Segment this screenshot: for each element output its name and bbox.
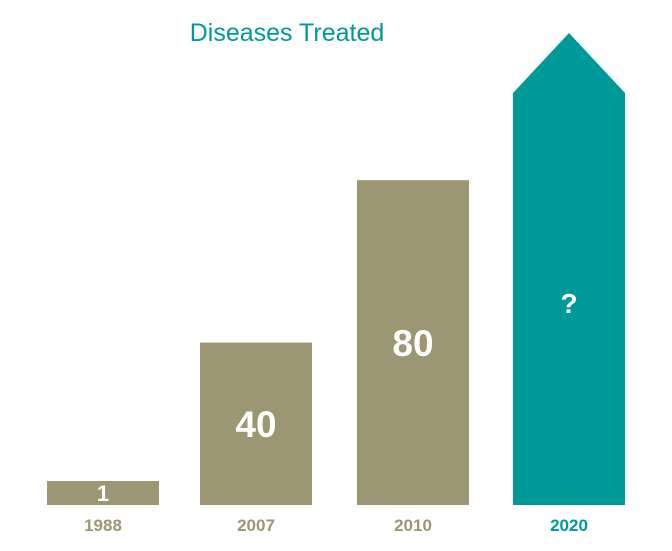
bar-value-label-2020: ? — [560, 288, 577, 319]
x-tick-label-2010: 2010 — [394, 516, 432, 535]
bar-2020-arrow — [513, 33, 625, 505]
x-tick-label-2007: 2007 — [237, 516, 275, 535]
bar-2010 — [357, 180, 469, 505]
bar-value-label-1988: 1 — [97, 481, 109, 506]
bar-value-label-2010: 80 — [392, 323, 433, 364]
x-tick-label-2020: 2020 — [550, 516, 588, 535]
bar-2007 — [200, 342, 312, 505]
x-tick-label-1988: 1988 — [84, 516, 122, 535]
x-tick-labels-group: 1988 2007 2010 2020 — [84, 516, 588, 535]
bars-group — [47, 33, 625, 505]
bar-1988 — [47, 481, 159, 505]
bar-value-label-2007: 40 — [235, 404, 276, 445]
bar-labels-group: 1 40 80? — [97, 288, 578, 506]
chart-title: Diseases Treated — [190, 19, 385, 47]
